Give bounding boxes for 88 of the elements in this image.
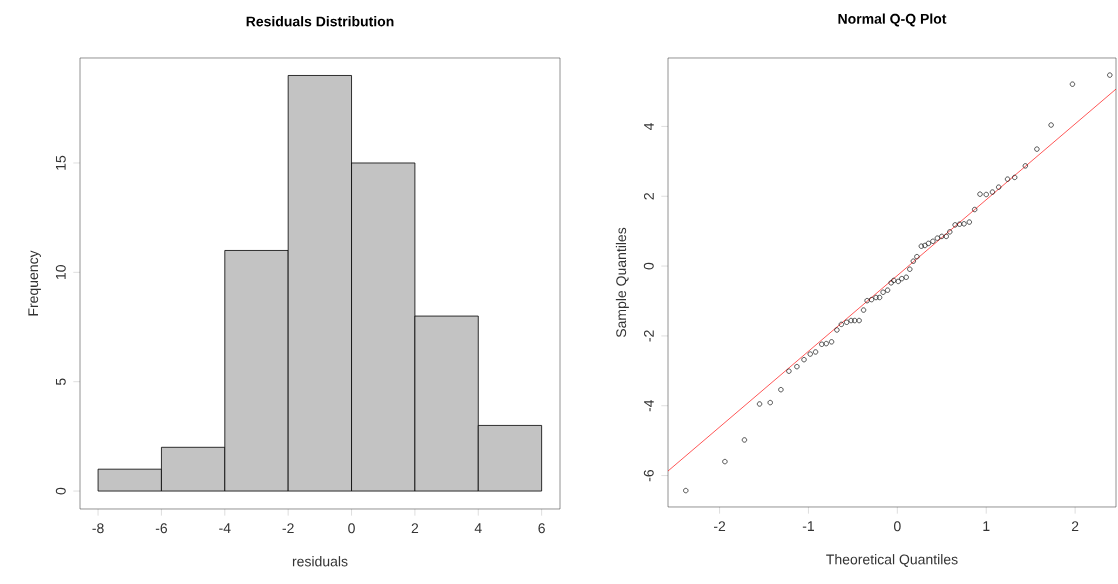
- x-tick-label: -2: [282, 523, 294, 534]
- point: [722, 458, 728, 465]
- point: [922, 242, 928, 249]
- point: [834, 327, 840, 333]
- y-tick-label: 15: [55, 155, 66, 170]
- point: [1107, 72, 1113, 78]
- point: [943, 233, 949, 240]
- point: [856, 317, 862, 324]
- point: [952, 222, 958, 228]
- y-tick-label: -2: [643, 330, 654, 342]
- x-tick-label: 0: [893, 521, 901, 532]
- point: [1004, 176, 1011, 182]
- point: [794, 364, 800, 370]
- chart-title: Residuals Distribution: [246, 16, 394, 27]
- point: [852, 317, 858, 324]
- point: [1069, 81, 1076, 87]
- x-tick-label: -2: [713, 521, 726, 532]
- x-tick-label: -4: [219, 523, 231, 533]
- y-tick-label: 5: [55, 378, 66, 386]
- y-tick-label: 4: [644, 122, 654, 130]
- y-tick-label: 0: [55, 487, 66, 495]
- point: [907, 266, 913, 272]
- point: [961, 221, 967, 227]
- chart-title: Normal Q-Q Plot: [838, 13, 947, 27]
- point: [801, 357, 807, 363]
- point: [1034, 146, 1040, 152]
- x-axis-title: residuals: [292, 556, 348, 567]
- point: [939, 233, 945, 240]
- x-tick-label: -6: [155, 523, 168, 534]
- y-tick-label: 2: [643, 193, 654, 200]
- point: [972, 206, 978, 213]
- point: [823, 340, 829, 347]
- point: [966, 219, 972, 225]
- point: [884, 287, 891, 293]
- x-tick-label: 2: [411, 523, 419, 534]
- point: [910, 258, 916, 264]
- point: [989, 189, 996, 195]
- y-tick-label: -4: [644, 399, 654, 412]
- point: [873, 294, 879, 301]
- point: [786, 368, 792, 374]
- point: [947, 229, 953, 235]
- point: [819, 341, 825, 347]
- x-tick-label: 2: [1071, 521, 1079, 532]
- point: [876, 294, 883, 301]
- point: [812, 349, 819, 355]
- point: [977, 191, 983, 197]
- point: [683, 487, 689, 494]
- point: [930, 238, 936, 244]
- x-tick-label: 1: [983, 521, 990, 531]
- point: [864, 298, 870, 304]
- x-axis-title: Theoretical Quantiles: [826, 554, 958, 567]
- y-axis-title: Sample Quantiles: [615, 227, 629, 338]
- x-tick-label: -8: [92, 523, 104, 534]
- point: [956, 221, 963, 227]
- point: [891, 277, 897, 283]
- x-tick-label: 0: [348, 523, 355, 534]
- point: [1012, 174, 1018, 180]
- point: [888, 280, 894, 286]
- point: [895, 278, 901, 285]
- y-axis-title: Frequency: [28, 250, 41, 316]
- point: [844, 319, 850, 325]
- point: [868, 296, 875, 303]
- point: [983, 191, 989, 198]
- point: [807, 351, 813, 357]
- x-tick-label: -1: [802, 521, 814, 531]
- x-tick-label: 4: [474, 523, 482, 533]
- point: [778, 387, 784, 393]
- point: [934, 235, 940, 241]
- point: [838, 321, 844, 327]
- point: [1022, 163, 1028, 169]
- point: [903, 274, 909, 280]
- point: [741, 437, 748, 443]
- x-tick-label: 6: [538, 523, 545, 534]
- y-tick-label: 10: [55, 265, 66, 280]
- point: [767, 399, 773, 406]
- point: [828, 339, 835, 345]
- point: [756, 401, 763, 407]
- point: [918, 243, 924, 249]
- point: [848, 317, 854, 324]
- point: [996, 184, 1002, 190]
- point: [899, 276, 905, 282]
- point: [1048, 122, 1054, 128]
- point: [880, 289, 886, 295]
- point: [925, 240, 932, 246]
- point: [914, 254, 920, 260]
- point: [860, 307, 867, 313]
- y-tick-label: 0: [643, 262, 654, 270]
- y-tick-label: -6: [643, 469, 654, 482]
